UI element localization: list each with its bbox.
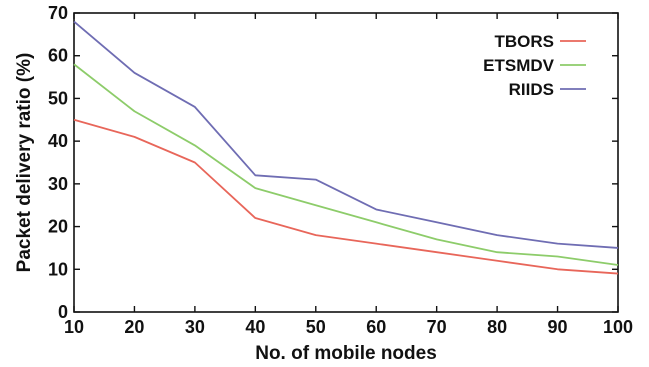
series-line-riids — [73, 20, 619, 249]
plot-frame — [73, 12, 619, 313]
x-tick-label: 90 — [548, 317, 568, 337]
y-tick-label: 60 — [48, 46, 68, 66]
y-tick-label: 40 — [48, 131, 68, 151]
x-tick-label: 80 — [487, 317, 507, 337]
series-layer — [73, 20, 619, 275]
y-tick-label: 30 — [48, 174, 68, 194]
legend-label-etsmdv: ETSMDV — [483, 56, 555, 75]
x-tick-label: 70 — [427, 317, 447, 337]
plot-area — [73, 12, 619, 313]
series-line-tbors — [73, 118, 619, 275]
x-tick-label: 100 — [603, 317, 633, 337]
x-tick-label: 10 — [64, 317, 84, 337]
legend-label-riids: RIIDS — [509, 80, 554, 99]
series-line-etsmdv — [73, 63, 619, 266]
y-tick-label: 50 — [48, 88, 68, 108]
x-tick-label: 20 — [124, 317, 144, 337]
y-tick-label: 10 — [48, 259, 68, 279]
legend-label-tbors: TBORS — [495, 32, 555, 51]
y-tick-label: 0 — [58, 302, 68, 322]
x-tick-label: 60 — [366, 317, 386, 337]
y-tick-label: 20 — [48, 217, 68, 237]
y-axis-label: Packet delivery ratio (%) — [14, 53, 35, 273]
y-tick-label: 70 — [48, 3, 68, 23]
x-tick-label: 40 — [245, 317, 265, 337]
x-tick-label: 50 — [306, 317, 326, 337]
x-tick-label: 30 — [185, 317, 205, 337]
legend: TBORS ETSMDV RIIDS — [483, 32, 586, 99]
x-axis-label: No. of mobile nodes — [255, 343, 437, 364]
